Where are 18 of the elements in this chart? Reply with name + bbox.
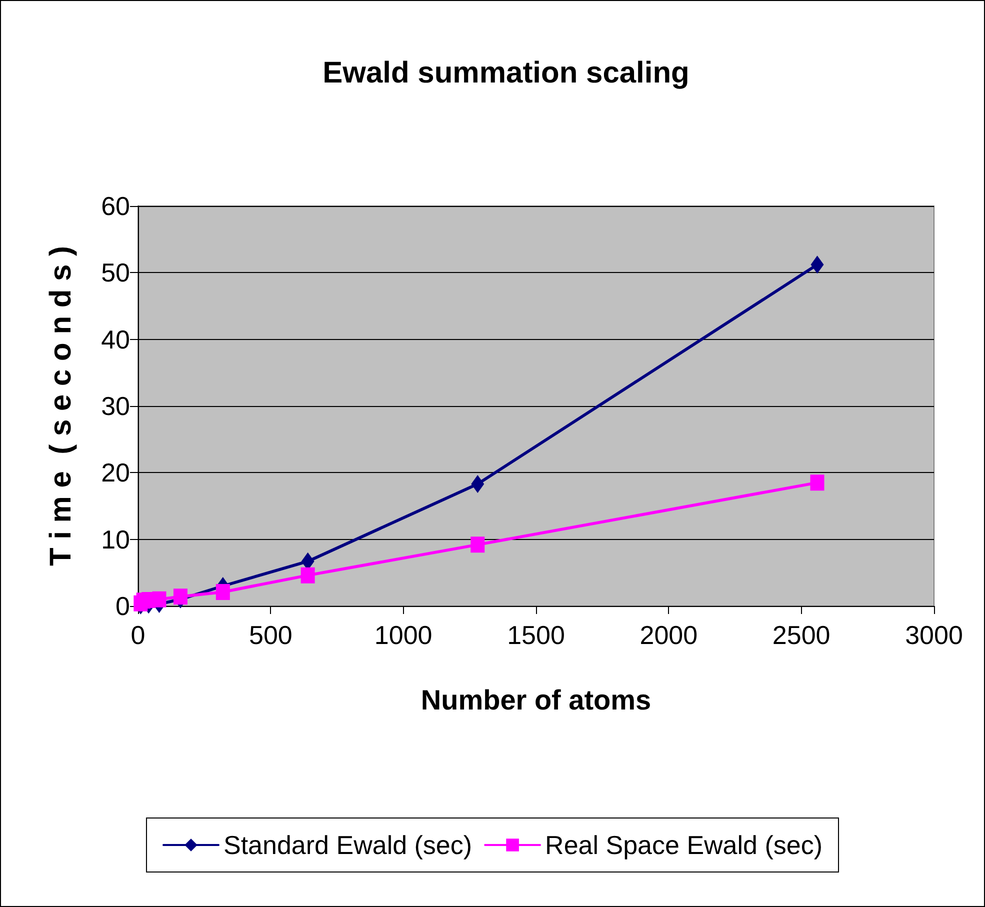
x-tick-label: 1000 <box>374 620 432 650</box>
y-tick-label: 0 <box>116 591 130 621</box>
y-tick-label: 30 <box>101 391 130 421</box>
y-tick-label: 60 <box>101 191 130 221</box>
y-tick-label: 10 <box>101 524 130 554</box>
x-tick-label: 1500 <box>507 620 565 650</box>
y-axis-title: T i m e ( s e c o n d s ) <box>44 246 78 566</box>
legend-label: Real Space Ewald (sec) <box>545 830 823 860</box>
x-tick-label: 500 <box>248 620 292 650</box>
x-tick-label: 3000 <box>905 620 963 650</box>
legend-label: Standard Ewald (sec) <box>223 830 472 860</box>
x-axis-title: Number of atoms <box>420 684 652 716</box>
x-tick-label: 2000 <box>640 620 698 650</box>
y-tick-label: 50 <box>101 258 130 288</box>
y-tick-label: 40 <box>101 324 130 354</box>
chart-title: Ewald summation scaling <box>322 56 690 90</box>
x-tick-label: 2500 <box>772 620 830 650</box>
y-tick-label: 20 <box>101 458 130 488</box>
